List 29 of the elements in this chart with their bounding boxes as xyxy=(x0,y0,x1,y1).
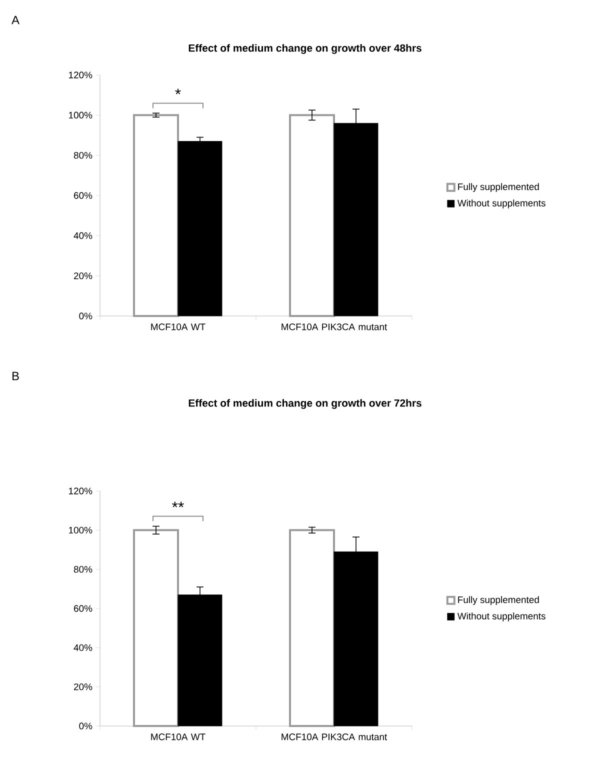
legend-label: Without supplements xyxy=(457,612,546,622)
annotation: * xyxy=(175,88,181,94)
x-tick-label: MCF10A PIK3CA mutant xyxy=(282,324,388,330)
y-tick-label: 100% xyxy=(68,112,92,119)
y-tick-label: 80% xyxy=(74,152,92,159)
text: A xyxy=(12,16,20,24)
y-tick-label: 40% xyxy=(74,644,92,652)
y-tick-label: 20% xyxy=(74,683,92,690)
x-tick-label: MCF10A WT xyxy=(151,324,206,330)
y-tick-label: 100% xyxy=(68,526,92,534)
y-tick-label: 80% xyxy=(74,566,92,573)
y-tick-label: 60% xyxy=(74,192,92,199)
y-tick-label: 120% xyxy=(68,488,92,494)
y-tick-label: 60% xyxy=(74,605,92,612)
chart-title: Effect of medium change on growth over 48hrs xyxy=(188,44,422,54)
y-tick-label: 0% xyxy=(79,722,92,730)
x-tick-label: MCF10A WT xyxy=(151,734,206,740)
annotation: ** xyxy=(172,502,184,508)
bar xyxy=(334,552,378,726)
x-tick-label: MCF10A PIK3CA mutant xyxy=(282,734,388,740)
chart-title: Effect of medium change on growth over 72hrs xyxy=(188,399,422,409)
y-tick-label: 40% xyxy=(74,232,92,240)
y-tick-label: 20% xyxy=(74,272,92,280)
legend-label: Fully supplemented xyxy=(458,596,539,605)
y-tick-label: 120% xyxy=(68,72,92,78)
legend-label: Fully supplemented xyxy=(458,183,539,192)
text: B xyxy=(12,372,19,380)
y-tick-label: 0% xyxy=(79,312,92,320)
legend-label: Without supplements xyxy=(457,199,546,208)
